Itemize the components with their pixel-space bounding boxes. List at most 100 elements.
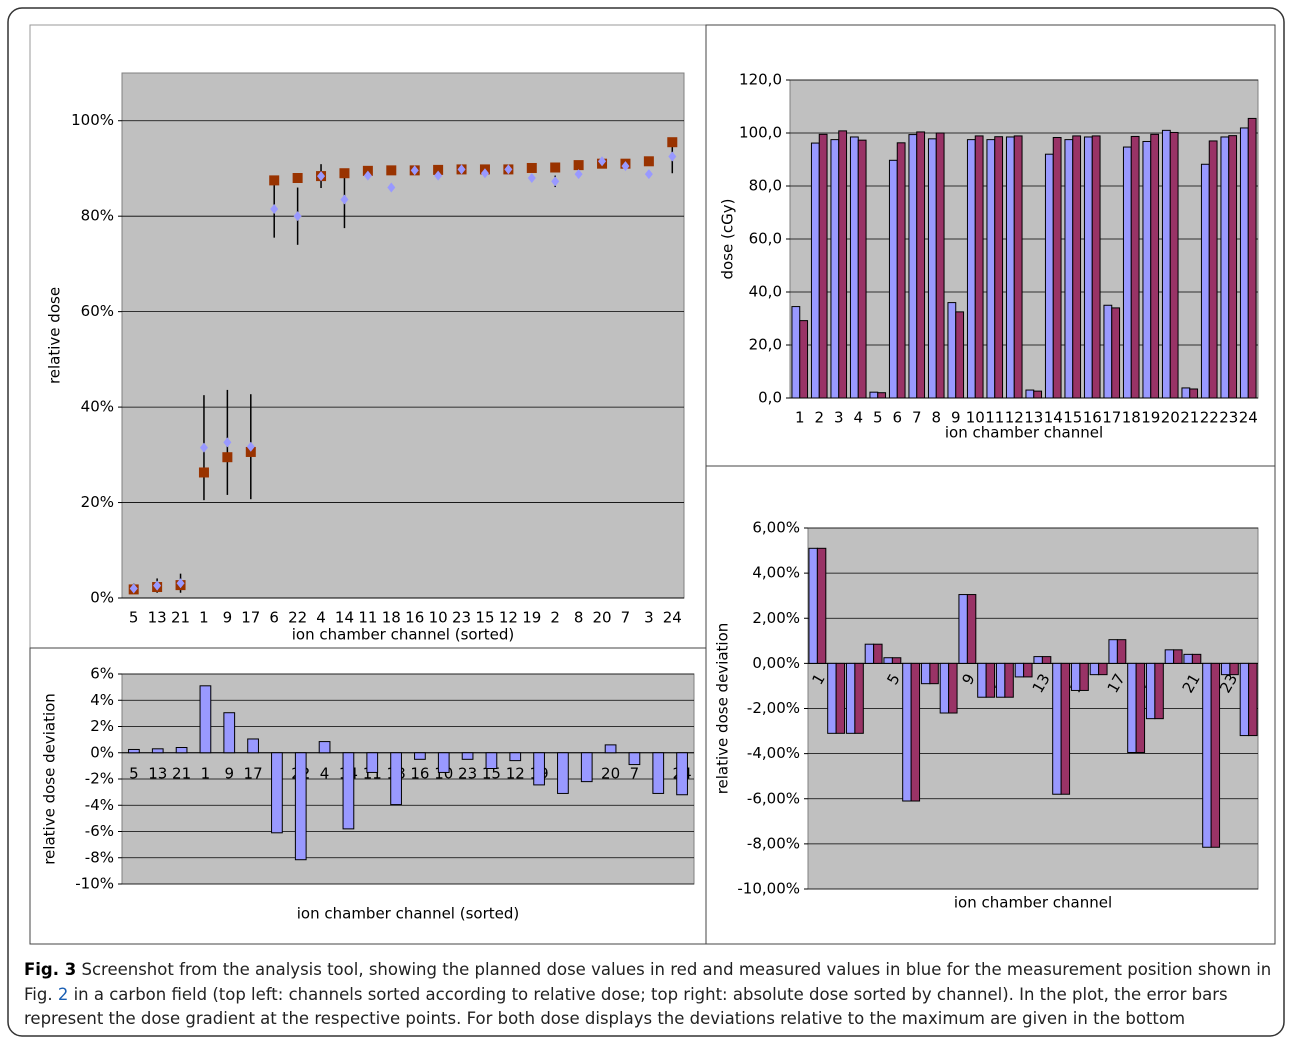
bar: [891, 657, 902, 664]
y-tick-label: 0%: [90, 589, 114, 607]
bar: [994, 136, 1004, 399]
x-tick-label: 21: [172, 764, 191, 782]
bar: [1025, 389, 1035, 399]
y-tick-label: -10,00%: [737, 880, 800, 898]
bar: [986, 139, 996, 399]
x-tick-label: 5: [129, 764, 139, 782]
bar: [1014, 662, 1025, 678]
marker: [269, 175, 280, 186]
x-tick-label: 4: [316, 609, 326, 627]
bar: [966, 594, 977, 664]
bar: [437, 752, 450, 773]
marker: [246, 441, 255, 452]
x-tick-label: 23: [1219, 409, 1238, 427]
bar: [883, 657, 893, 664]
y-tick-label: 80,0: [749, 177, 782, 195]
x-tick-label: 2: [550, 609, 560, 627]
y-tick-label: 2%: [90, 717, 114, 735]
bar: [974, 135, 984, 399]
bar: [1103, 304, 1113, 399]
x-tick-label: 3: [834, 409, 844, 427]
y-axis-title: relative dose deviation: [41, 693, 59, 865]
bar: [995, 662, 1006, 698]
x-tick-label: 13: [1024, 409, 1043, 427]
bar: [604, 744, 617, 754]
bar: [873, 643, 883, 664]
bar: [791, 306, 801, 399]
bar: [854, 662, 864, 734]
x-tick-label: 20: [1161, 409, 1180, 427]
x-tick-label: 21: [171, 609, 190, 627]
bar: [816, 547, 827, 664]
x-tick-label: 16: [1083, 409, 1102, 427]
marker: [198, 467, 209, 478]
x-tick-label: 18: [382, 609, 401, 627]
bar: [1247, 117, 1257, 399]
bar: [958, 594, 968, 664]
bar: [247, 738, 259, 754]
bar: [1013, 135, 1023, 399]
bar: [1210, 662, 1221, 848]
y-tick-label: 6%: [90, 665, 114, 683]
bar: [910, 662, 921, 802]
x-tick-label: 2: [814, 409, 824, 427]
bar: [414, 752, 426, 760]
bar: [1116, 639, 1127, 664]
bar: [927, 138, 937, 399]
y-tick-label: 0,00%: [752, 654, 800, 672]
bar: [1154, 662, 1164, 720]
x-tick-label: 13: [148, 609, 167, 627]
marker: [573, 160, 584, 171]
caption-label: Fig. 3: [24, 960, 77, 979]
y-tick-label: 0%: [90, 743, 114, 761]
bar: [1239, 662, 1250, 737]
bar: [1191, 653, 1202, 664]
bar: [1130, 135, 1140, 399]
figure-link[interactable]: 2: [57, 984, 69, 1004]
y-tick-label: -4%: [85, 796, 114, 814]
x-tick-label: 17: [1102, 409, 1121, 427]
bar: [935, 132, 945, 399]
x-tick-label: 4: [853, 409, 863, 427]
x-tick-label: 1: [795, 409, 805, 427]
marker: [550, 162, 561, 173]
bar: [1052, 662, 1062, 795]
marker: [363, 170, 372, 181]
marker: [176, 578, 185, 589]
bar: [1220, 662, 1231, 676]
x-tick-label: 6: [269, 609, 279, 627]
x-tick-label: 1: [201, 764, 211, 782]
bar: [1173, 649, 1183, 664]
x-tick-label: 20: [592, 609, 611, 627]
bar: [223, 712, 236, 754]
x-tick-label: 19: [522, 609, 541, 627]
marker: [480, 168, 489, 179]
y-tick-label: -6,00%: [747, 789, 800, 807]
x-tick-label: 22: [1200, 409, 1219, 427]
bar: [366, 752, 379, 773]
x-tick-label: 5: [129, 609, 139, 627]
marker: [387, 182, 396, 193]
x-tick-label: 16: [410, 764, 429, 782]
bar: [908, 134, 918, 399]
y-tick-label: 4%: [90, 691, 114, 709]
bar: [1127, 662, 1137, 753]
bar: [485, 752, 498, 769]
bar: [1091, 135, 1101, 399]
bar: [1098, 662, 1108, 676]
bar: [1072, 135, 1082, 399]
x-tick-label: 10: [966, 409, 985, 427]
y-tick-label: -10%: [75, 875, 114, 893]
x-tick-label: 5: [873, 409, 883, 427]
y-tick-label: 6,00%: [752, 519, 800, 537]
y-tick-label: 100%: [71, 111, 114, 129]
marker: [386, 165, 397, 176]
bar: [294, 752, 307, 861]
x-tick-label: 21: [1180, 409, 1199, 427]
x-tick-label: 16: [405, 609, 424, 627]
bar: [1239, 127, 1249, 399]
bar: [845, 662, 856, 734]
bar: [1202, 662, 1212, 848]
y-axis-title: relative dose deviation: [714, 623, 732, 795]
